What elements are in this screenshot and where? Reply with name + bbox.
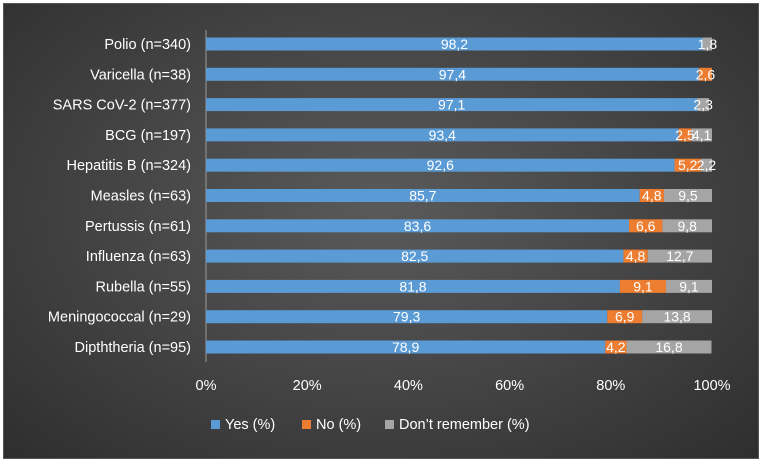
bar-segment-no bbox=[619, 279, 666, 293]
data-label: 4,1 bbox=[692, 127, 712, 143]
data-label: 93,4 bbox=[429, 127, 456, 143]
data-label: 85,7 bbox=[409, 188, 436, 204]
x-tick-label: 40% bbox=[394, 378, 423, 394]
data-label: 97,4 bbox=[439, 66, 466, 82]
legend-label: No (%) bbox=[316, 417, 361, 433]
data-label: 83,6 bbox=[404, 218, 431, 234]
data-label: 9,8 bbox=[677, 218, 697, 234]
bar-segment-don-t-remember bbox=[642, 310, 712, 324]
category-label: Hepatitis B (n=324) bbox=[66, 158, 191, 174]
data-label: 6,9 bbox=[615, 309, 635, 325]
bar-segment-no bbox=[698, 67, 712, 81]
bar-segment-no bbox=[629, 219, 663, 233]
category-label: Dipththeria (n=95) bbox=[75, 340, 191, 356]
data-label: 12,7 bbox=[666, 248, 693, 264]
bar-segment-yes bbox=[206, 310, 608, 324]
data-label: 1,8 bbox=[698, 36, 718, 52]
bar-segment-yes bbox=[206, 340, 606, 354]
data-label: 2,5 bbox=[675, 127, 695, 143]
bar-segment-no bbox=[605, 340, 627, 354]
category-label: Meningococcal (n=29) bbox=[48, 310, 191, 326]
bar-segment-yes bbox=[206, 128, 679, 142]
x-tick-label: 100% bbox=[693, 378, 730, 394]
x-tick-label: 80% bbox=[596, 378, 625, 394]
legend-label: Don’t remember (%) bbox=[399, 417, 530, 433]
x-tick-label: 20% bbox=[293, 378, 322, 394]
legend-label: Yes (%) bbox=[225, 417, 275, 433]
data-label: 82,5 bbox=[401, 248, 428, 264]
data-label: 79,3 bbox=[393, 309, 420, 325]
data-label: 9,5 bbox=[678, 188, 698, 204]
data-label: 9,1 bbox=[679, 278, 699, 294]
category-label: Rubella (n=55) bbox=[95, 279, 191, 295]
category-label: Influenza (n=63) bbox=[86, 249, 191, 265]
category-label: Polio (n=340) bbox=[104, 37, 191, 53]
data-label: 13,8 bbox=[663, 309, 690, 325]
data-label: 4,8 bbox=[626, 248, 646, 264]
x-tick-label: 0% bbox=[196, 378, 217, 394]
data-label: 6,6 bbox=[636, 218, 656, 234]
bar-segment-yes bbox=[206, 158, 675, 172]
data-label: 2,2 bbox=[697, 157, 717, 173]
bar-segment-don-t-remember bbox=[665, 279, 712, 293]
bar-segment-don-t-remember bbox=[663, 189, 712, 202]
bar-segment-no bbox=[674, 158, 701, 172]
data-label: 5,2 bbox=[678, 157, 698, 173]
bar-segment-no bbox=[639, 189, 664, 202]
bar-segment-don-t-remember bbox=[691, 128, 712, 142]
bar-segment-yes bbox=[206, 67, 699, 81]
data-label: 97,1 bbox=[438, 97, 465, 113]
bar-segment-yes bbox=[206, 98, 698, 112]
bar-segment-yes bbox=[206, 279, 620, 293]
bar-segment-don-t-remember bbox=[697, 98, 709, 112]
bar-segment-yes bbox=[206, 189, 640, 202]
category-label: SARS CoV-2 (n=377) bbox=[53, 98, 191, 114]
x-tick-label: 60% bbox=[495, 378, 524, 394]
bar-segment-don-t-remember bbox=[700, 158, 712, 172]
category-label: Pertussis (n=61) bbox=[85, 219, 191, 235]
category-label: Varicella (n=38) bbox=[90, 67, 191, 83]
data-label: 2,3 bbox=[693, 97, 713, 113]
bar-segment-no bbox=[678, 128, 692, 142]
bar-segment-no bbox=[623, 249, 648, 263]
bar-segment-yes bbox=[206, 37, 703, 51]
bar-segment-yes bbox=[206, 219, 630, 233]
data-label: 92,6 bbox=[427, 157, 454, 173]
data-label: 4,8 bbox=[642, 188, 662, 204]
bar-segment-don-t-remember bbox=[662, 219, 712, 233]
bar-segment-don-t-remember bbox=[702, 37, 712, 51]
bar-segment-don-t-remember bbox=[647, 249, 712, 263]
category-label: Measles (n=63) bbox=[91, 189, 191, 205]
data-label: 2,6 bbox=[696, 66, 716, 82]
bar-segment-don-t-remember bbox=[626, 340, 712, 354]
bar-segment-yes bbox=[206, 249, 624, 263]
data-label: 9,1 bbox=[633, 278, 653, 294]
legend-swatch-don-t-remember bbox=[385, 420, 394, 429]
data-label: 16,8 bbox=[655, 339, 682, 355]
category-label: BCG (n=197) bbox=[105, 128, 191, 144]
bar-segment-no bbox=[607, 310, 643, 324]
data-label: 98,2 bbox=[441, 36, 468, 52]
legend-swatch-yes bbox=[211, 420, 220, 429]
data-label: 78,9 bbox=[392, 339, 419, 355]
data-label: 81,8 bbox=[399, 278, 426, 294]
data-label: 4,2 bbox=[606, 339, 626, 355]
legend-swatch-no bbox=[302, 420, 311, 429]
